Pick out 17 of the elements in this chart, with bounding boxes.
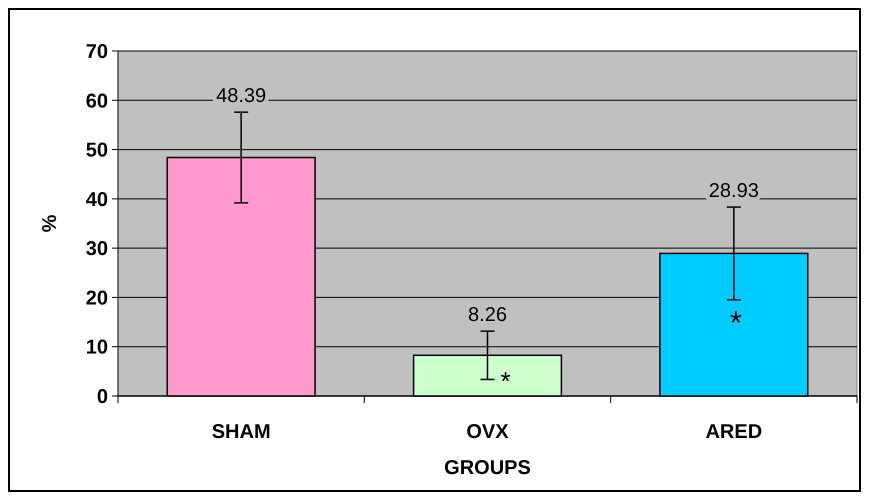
y-tick-label: 40: [86, 188, 108, 211]
y-tick-label: 20: [86, 287, 108, 310]
y-tick-label: 60: [86, 90, 108, 112]
annotation: *: [730, 304, 742, 341]
annotation: *: [500, 366, 511, 396]
y-tick-label: 50: [86, 140, 108, 162]
x-tick-label: SHAM: [212, 421, 271, 443]
y-tick-label: 10: [86, 336, 108, 359]
x-tick-label: ARED: [705, 421, 762, 443]
data-label: 8.26: [468, 304, 507, 326]
y-axis-title: %: [39, 214, 61, 232]
y-tick-label: 0: [96, 386, 108, 408]
data-label: 28.93: [708, 180, 759, 202]
y-tick-label: 70: [86, 41, 108, 63]
y-tick-label: 30: [86, 238, 108, 260]
x-tick-label: OVX: [466, 421, 510, 443]
x-axis-title: GROUPS: [444, 457, 531, 479]
